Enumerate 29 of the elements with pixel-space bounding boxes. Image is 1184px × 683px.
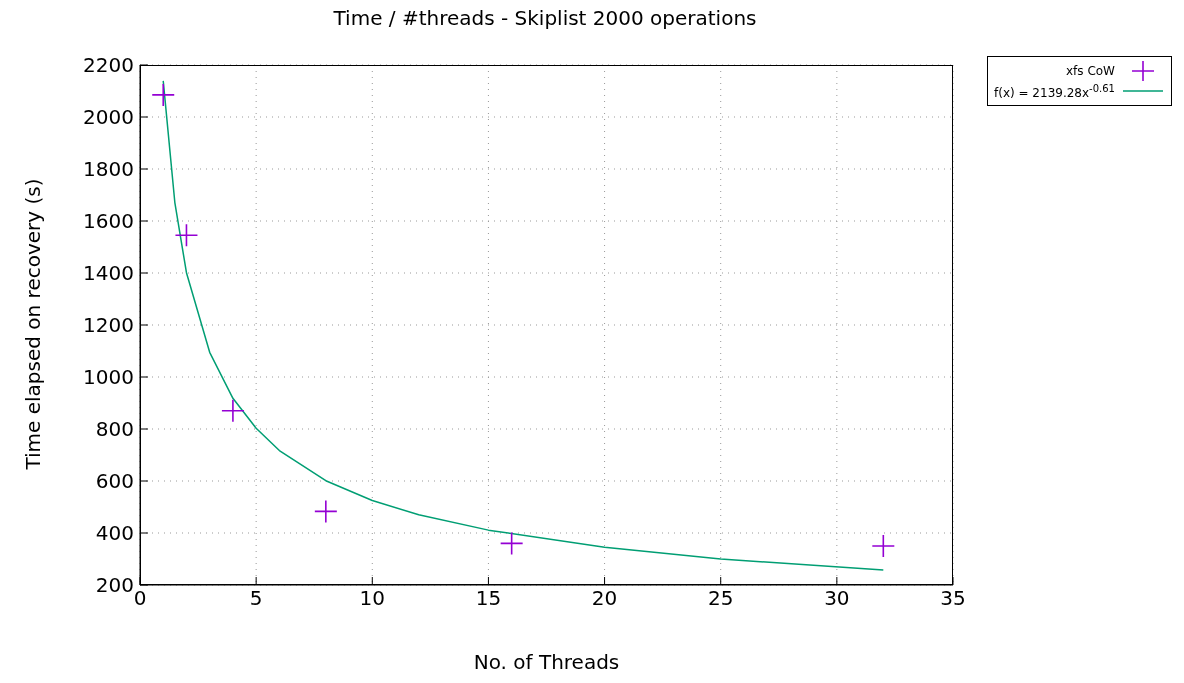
y-tick-label: 400 <box>95 521 134 546</box>
point <box>314 500 337 523</box>
y-tick-label: 800 <box>95 417 134 442</box>
y-tick-label: 2200 <box>83 53 134 78</box>
point <box>221 399 244 422</box>
x-tick-label: 0 <box>133 586 147 611</box>
point <box>152 83 175 106</box>
y-axis-title: Time elapsed on recovery (s) <box>21 177 45 472</box>
legend-label: xfs CoW <box>1066 64 1115 78</box>
x-tick-label: 15 <box>475 586 502 611</box>
x-tick-label: 20 <box>591 586 618 611</box>
x-tick-label: 30 <box>824 586 850 611</box>
y-tick-label: 2000 <box>83 105 134 130</box>
x-axis-title: No. of Threads <box>472 650 621 674</box>
chart-title: Time / #threads - Skiplist 2000 operations <box>332 6 758 30</box>
x-tick-label: 35 <box>940 586 966 611</box>
y-tick-label: 600 <box>95 469 134 494</box>
y-tick-label: 1200 <box>83 313 134 338</box>
y-tick-label: 1000 <box>83 365 134 390</box>
x-tick-label: 10 <box>359 586 386 611</box>
y-tick-label: 1400 <box>83 261 134 286</box>
legend-label: f(x) = 2139.28x$^{-0.61}$ <box>994 82 1115 100</box>
y-tick-label: 200 <box>95 573 134 598</box>
y-tick-label: 1800 <box>83 157 134 182</box>
line-series <box>162 80 885 571</box>
x-tick-label: 5 <box>249 586 263 611</box>
y-tick-label: 1600 <box>83 209 134 234</box>
x-tick-label: 25 <box>707 586 734 611</box>
point <box>872 535 895 557</box>
